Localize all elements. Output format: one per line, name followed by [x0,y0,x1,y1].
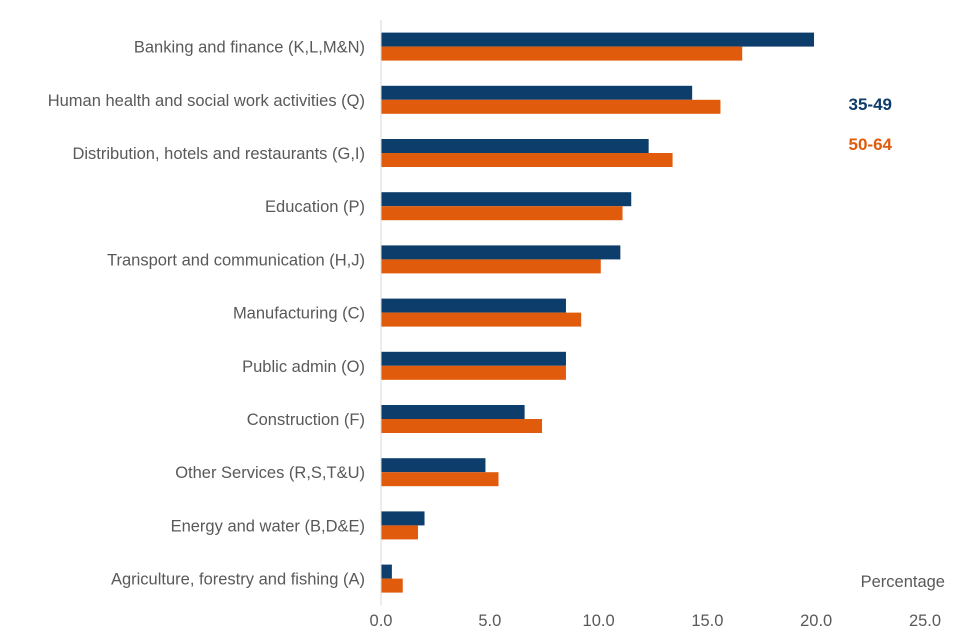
legend-label-50-64: 50-64 [849,135,893,154]
bar-50-64-1 [381,99,721,114]
category-label: Public admin (O) [242,358,365,376]
bar-50-64-0 [381,46,743,61]
bar-35-49-4 [381,245,621,260]
bar-35-49-8 [381,458,486,473]
x-tick-label: 20.0 [800,612,832,630]
bar-35-49-9 [381,511,425,526]
category-label: Human health and social work activities … [48,92,365,110]
category-label: Construction (F) [247,411,365,429]
x-tick-label: 10.0 [583,612,615,630]
x-tick-label: 0.0 [370,612,393,630]
category-label: Agriculture, forestry and fishing (A) [111,571,365,589]
bar-50-64-3 [381,206,623,221]
bar-35-49-5 [381,298,566,313]
category-label: Banking and finance (K,L,M&N) [134,39,365,57]
category-labels: Banking and finance (K,L,M&N) Human healt… [48,39,365,589]
bars-group [381,32,815,593]
x-tick-label: 15.0 [691,612,723,630]
x-tick-labels: 0.0 5.0 10.0 15.0 20.0 25.0 [370,612,942,630]
category-label: Manufacturing (C) [233,305,365,323]
x-axis-title: Percentage [861,573,945,591]
bar-50-64-5 [381,312,582,327]
bar-50-64-4 [381,259,601,274]
bar-50-64-6 [381,365,566,380]
bar-50-64-7 [381,419,543,433]
bar-35-49-3 [381,192,632,207]
bar-50-64-10 [381,578,403,593]
category-label: Other Services (R,S,T&U) [175,464,365,482]
x-tick-label: 25.0 [909,612,941,630]
legend: 35-49 50-64 [849,95,893,154]
bar-50-64-8 [381,472,499,487]
bar-35-49-6 [381,351,566,366]
bar-50-64-9 [381,525,418,540]
bar-35-49-1 [381,85,693,100]
bar-35-49-7 [381,405,525,419]
category-label: Education (P) [265,198,365,216]
x-tick-label: 5.0 [478,612,501,630]
bar-50-64-2 [381,153,673,167]
bar-35-49-10 [381,564,392,579]
legend-label-35-49: 35-49 [849,95,892,114]
category-label: Energy and water (B,D&E) [171,517,365,535]
category-label: Transport and communication (H,J) [107,251,365,269]
category-label: Distribution, hotels and restaurants (G,… [72,145,365,163]
bar-35-49-2 [381,139,649,153]
bar-35-49-0 [381,32,815,47]
